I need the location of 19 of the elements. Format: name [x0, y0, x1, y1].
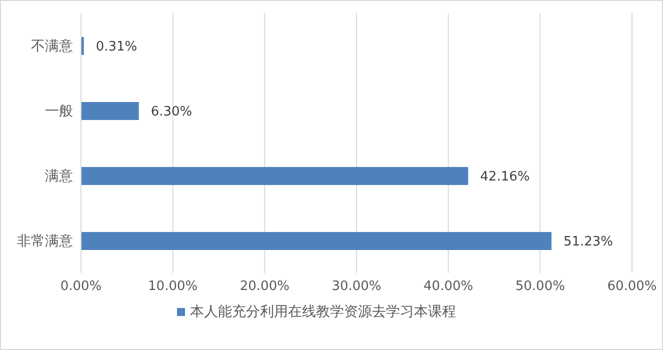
x-tick-label: 50.00%	[515, 279, 565, 294]
x-tick-label: 10.00%	[148, 279, 198, 294]
bar	[81, 102, 139, 120]
x-tick-label: 40.00%	[424, 279, 474, 294]
y-tick-label: 不满意	[31, 38, 73, 54]
data-label: 0.31%	[96, 40, 138, 55]
data-label: 6.30%	[150, 104, 192, 120]
legend-label: 本人能充分利用在线教学资源去学习本课程	[190, 303, 456, 321]
bar	[81, 167, 468, 185]
x-tick-label: 60.00%	[607, 279, 657, 294]
y-tick-label: 非常满意	[17, 233, 73, 250]
y-tick-label: 满意	[45, 168, 73, 184]
bar	[81, 232, 552, 250]
y-tick-label: 一般	[45, 103, 73, 120]
data-label: 51.23%	[563, 234, 614, 250]
x-tick-label: 30.00%	[332, 279, 382, 294]
x-tick-label: 0.00%	[60, 279, 102, 294]
data-label: 42.16%	[480, 170, 530, 185]
x-tick-label: 20.00%	[240, 279, 290, 294]
